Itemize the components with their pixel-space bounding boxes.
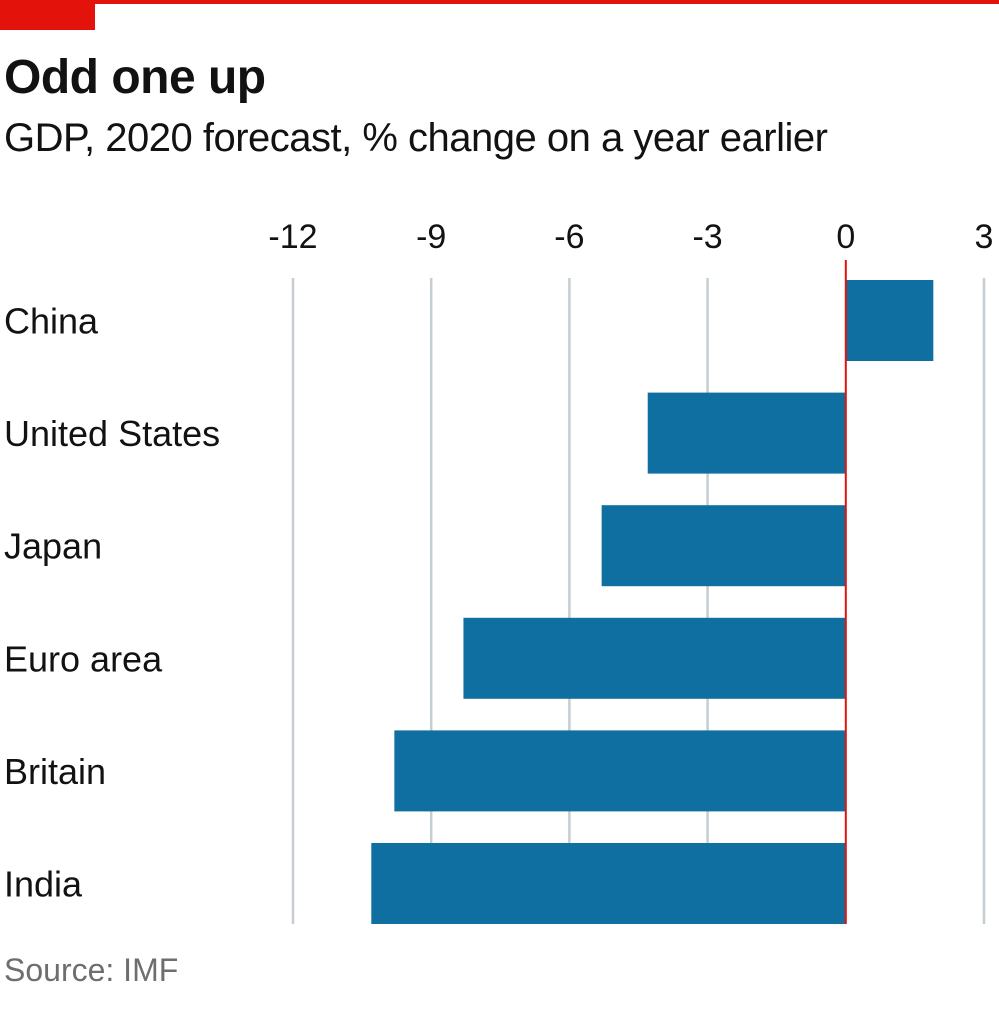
bar — [371, 843, 846, 924]
chart-subtitle: GDP, 2020 forecast, % change on a year e… — [4, 116, 828, 160]
bar — [845, 280, 934, 361]
category-label: China — [4, 301, 99, 342]
x-tick-label: 3 — [975, 218, 994, 256]
category-label: Euro area — [4, 638, 163, 679]
x-tick-label: 0 — [836, 218, 855, 256]
category-labels: China United States Japan Euro area Britain I… — [4, 301, 220, 905]
bars — [371, 280, 934, 924]
category-label: Britain — [4, 751, 106, 792]
bar-chart: -12 -9 -6 -3 0 3 China United States Japan Euro … — [4, 218, 993, 924]
chart-title: Odd one up — [4, 51, 266, 104]
x-tick-label: -3 — [692, 218, 722, 256]
bar — [601, 505, 846, 587]
category-label: United States — [4, 413, 220, 454]
top-rule — [0, 0, 999, 4]
bar — [394, 730, 846, 812]
x-tick-labels: -12 -9 -6 -3 0 3 — [268, 218, 993, 256]
x-tick-label: -12 — [268, 218, 317, 256]
red-tag — [0, 0, 95, 30]
category-label: India — [4, 864, 83, 905]
category-label: Japan — [4, 526, 102, 567]
gridlines — [291, 278, 986, 924]
source-note: Source: IMF — [4, 952, 179, 988]
bar — [647, 392, 846, 474]
bar — [463, 617, 846, 699]
x-tick-label: -6 — [554, 218, 584, 256]
x-tick-label: -9 — [416, 218, 446, 256]
